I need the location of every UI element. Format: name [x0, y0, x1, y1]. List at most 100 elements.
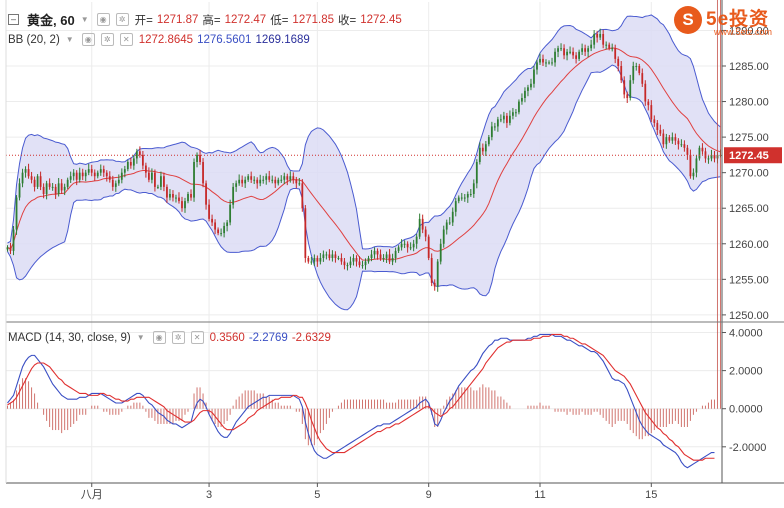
- candle-body: [427, 236, 430, 258]
- candle-body: [509, 115, 511, 123]
- bb-label: BB (20, 2): [8, 33, 60, 46]
- y-tick-label: 1260.00: [729, 239, 769, 251]
- bb-basis-value: 1272.8645: [138, 33, 194, 46]
- candle-body: [475, 162, 478, 184]
- chevron-down-icon[interactable]: ▼: [65, 35, 74, 44]
- chevron-down-icon[interactable]: ▼: [136, 333, 145, 342]
- candle-body: [301, 183, 304, 209]
- candle-body: [349, 261, 352, 266]
- candle-body: [578, 51, 581, 59]
- collapse-icon[interactable]: –: [8, 14, 19, 25]
- candle-body: [271, 179, 274, 181]
- candle-body: [54, 186, 57, 194]
- candle-body: [430, 258, 433, 283]
- candle-body: [478, 147, 481, 162]
- candle-body: [469, 194, 472, 195]
- candle-body: [57, 183, 60, 194]
- gear-icon[interactable]: ✲: [115, 13, 129, 26]
- candle-body: [286, 176, 289, 180]
- candle-body: [472, 183, 475, 194]
- macd-line-value: -2.2769: [248, 331, 288, 344]
- candle-body: [331, 254, 334, 258]
- candle-body: [111, 179, 114, 187]
- gear-icon[interactable]: ✲: [171, 331, 185, 344]
- candle-body: [241, 179, 244, 184]
- candle-body: [6, 247, 9, 250]
- macd-tick-label: 4.0000: [729, 328, 763, 340]
- candle-body: [680, 144, 683, 146]
- candle-body: [551, 62, 553, 64]
- brand-logo: S 5e投资 www.5etz.com: [674, 2, 778, 42]
- logo-icon: S: [674, 6, 702, 34]
- candle-body: [72, 172, 75, 177]
- candle-body: [668, 137, 671, 141]
- candle-body: [620, 66, 623, 81]
- candle-body: [232, 186, 235, 205]
- eye-icon[interactable]: ◉: [152, 331, 166, 344]
- macd-hist-value: 0.3560: [209, 331, 245, 344]
- close-icon[interactable]: ✕: [119, 33, 133, 46]
- candle-body: [527, 87, 529, 91]
- price-legend: – 黄金, 60 ▼ ◉ ✲ 开= 1271.87 高= 1272.47 低= …: [8, 10, 402, 29]
- candle-body: [554, 51, 556, 63]
- candle-body: [382, 258, 385, 259]
- candle-body: [421, 218, 424, 230]
- candle-body: [42, 186, 45, 194]
- bb-upper-value: 1276.5601: [197, 33, 252, 46]
- candle-body: [268, 176, 271, 180]
- macd-tick-label: -2.0000: [729, 442, 766, 454]
- candle-body: [635, 66, 638, 67]
- candle-body: [566, 51, 568, 56]
- macd-label: MACD (14, 30, close, 9): [8, 331, 131, 344]
- candle-body: [172, 194, 174, 198]
- candle-body: [337, 258, 340, 259]
- candle-body: [163, 176, 165, 187]
- macd-tick-label: 0.0000: [729, 404, 763, 416]
- candle-body: [15, 197, 18, 230]
- candle-body: [265, 176, 268, 180]
- candle-body: [45, 183, 48, 194]
- eye-icon[interactable]: ◉: [81, 33, 95, 46]
- candle-body: [358, 261, 361, 266]
- candle-body: [96, 172, 99, 177]
- candle-body: [196, 154, 198, 162]
- candle-body: [18, 183, 21, 198]
- candle-body: [117, 179, 120, 184]
- candle-body: [114, 183, 117, 187]
- candle-body: [21, 172, 24, 184]
- candle-body: [530, 83, 532, 88]
- candle-body: [692, 172, 695, 177]
- candle-body: [524, 90, 526, 98]
- candle-body: [328, 254, 331, 258]
- candle-body: [48, 183, 51, 187]
- candle-body: [367, 258, 370, 262]
- candle-body: [51, 186, 54, 188]
- candle-body: [235, 183, 238, 187]
- y-tick-label: 1255.00: [729, 274, 769, 286]
- gear-icon[interactable]: ✲: [100, 33, 114, 46]
- candle-body: [193, 162, 195, 198]
- candle-body: [484, 144, 487, 152]
- candle-body: [184, 201, 186, 209]
- y-tick-label: 1275.00: [729, 132, 769, 144]
- candlesticks: [6, 28, 722, 292]
- candle-body: [361, 265, 364, 267]
- candle-body: [144, 165, 147, 173]
- candle-body: [370, 254, 373, 258]
- candle-body: [211, 218, 213, 223]
- candle-body: [695, 158, 698, 173]
- candle-body: [505, 115, 508, 123]
- candle-body: [30, 176, 33, 180]
- close-icon[interactable]: ✕: [190, 331, 204, 344]
- candle-body: [247, 176, 250, 180]
- candle-body: [388, 254, 391, 262]
- candle-body: [298, 183, 301, 185]
- candle-body: [412, 243, 415, 248]
- candle-body: [614, 48, 617, 59]
- chevron-down-icon[interactable]: ▼: [80, 15, 89, 24]
- eye-icon[interactable]: ◉: [96, 13, 110, 26]
- candle-body: [581, 48, 584, 52]
- bb-fill: [7, 14, 721, 310]
- candle-body: [701, 147, 704, 152]
